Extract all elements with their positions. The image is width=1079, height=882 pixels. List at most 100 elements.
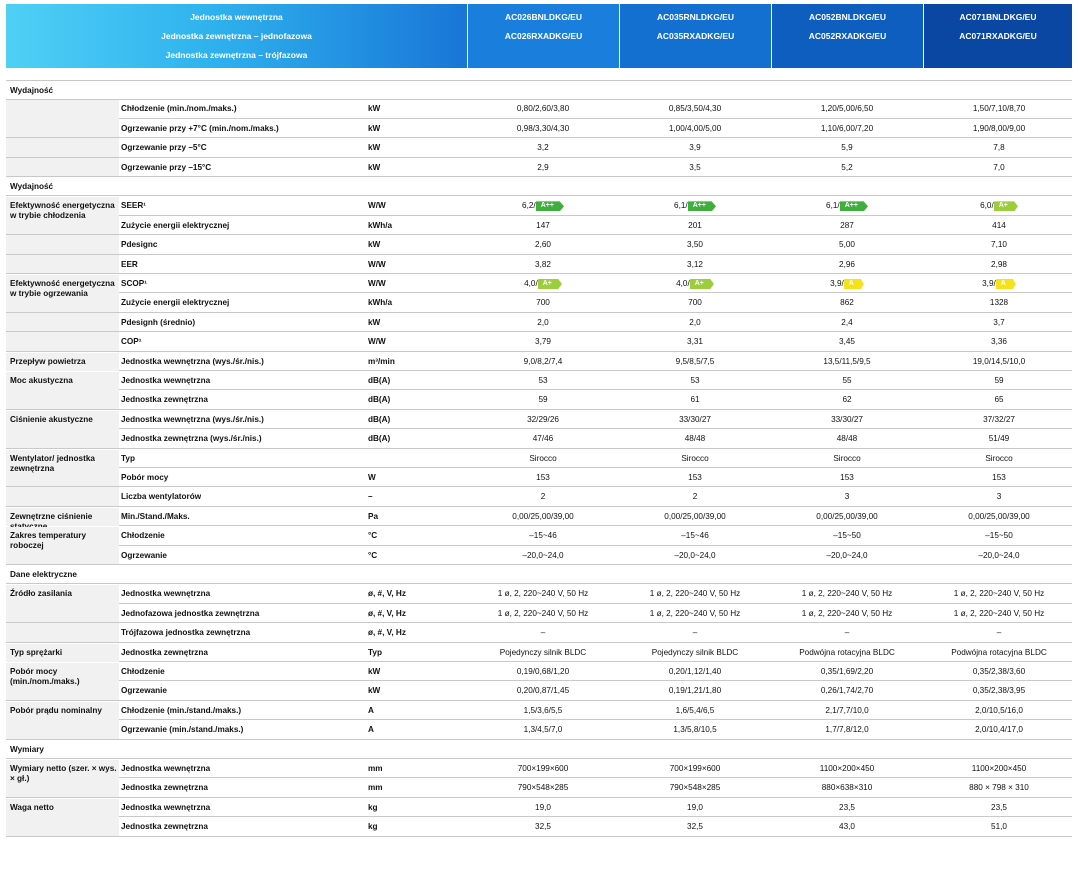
cell-value: 1100×200×450: [771, 764, 923, 773]
value-text: 61: [690, 395, 700, 405]
unit-label: °C: [368, 550, 378, 560]
cell-value: 0,00/25,00/39,00: [923, 512, 1075, 521]
value-text: 9,5/8,5/7,5: [675, 356, 715, 366]
cell-value: Pojedynczy silnik BLDC: [467, 648, 619, 657]
header-model-col: AC052BNLDKG/EU AC052RXADKG/EU: [772, 4, 923, 68]
cell-value: 48/48: [619, 434, 771, 443]
energy-class-badge: A: [843, 279, 864, 289]
param-label: Chłodzenie: [121, 531, 165, 541]
cell-value: 32/29/26: [467, 415, 619, 424]
row-group: Zakres temperatury roboczej: [6, 527, 119, 565]
cell-value: 153: [771, 473, 923, 482]
unit-label: kg: [368, 822, 378, 832]
energy-class-badge: A: [995, 279, 1016, 289]
value-text: Sirocco: [985, 453, 1013, 463]
value-text: 3: [844, 492, 850, 502]
value-text: 3,12: [687, 259, 703, 269]
energy-class-badge: A++: [839, 201, 868, 212]
value-text: 0,98/3,30/4,30: [516, 123, 570, 133]
value-text: 0,80/2,60/3,80: [516, 104, 570, 114]
model-code: AC052RXADKG/EU: [808, 31, 887, 41]
value-text: 1,10/6,00/7,20: [820, 123, 874, 133]
unit-label: kW: [368, 240, 381, 250]
model-code: AC026BNLDKG/EU: [505, 12, 582, 22]
group-label: Efektywność energetyczna w trybie ogrzew…: [10, 279, 115, 298]
table-row: Chłodzenie (min./stand./maks.) A 1,5/3,6/5…: [6, 701, 1072, 721]
value-text: 4,0/: [524, 279, 538, 289]
model-code: AC026RXADKG/EU: [504, 31, 583, 41]
value-text: 700: [536, 298, 550, 308]
model-code: AC052BNLDKG/EU: [809, 12, 886, 22]
cell-value: 19,0: [467, 803, 619, 812]
model-code: AC071BNLDKG/EU: [959, 12, 1037, 22]
header-outdoor-3ph-label: Jednostka zewnętrzna – trójfazowa: [165, 50, 308, 60]
table-row: EER W/W 3,82 3,12 2,96 2,98: [6, 255, 1072, 274]
value-text: 1,3/5,8/10,5: [673, 725, 717, 735]
value-text: 1,6/5,4/6,5: [675, 705, 715, 715]
value-text: 3,82: [535, 259, 551, 269]
param-label: Typ: [121, 453, 135, 463]
section-row: Wydajność: [6, 80, 1072, 101]
table-row: Pdesignh (średnio) kW 2,0 2,0 2,4 3,7: [6, 313, 1072, 333]
model-code: AC071RXADKG/EU: [959, 31, 1037, 41]
cell-value: 3,12: [619, 260, 771, 269]
value-text: 3,79: [535, 337, 551, 347]
value-text: 3: [996, 492, 1002, 502]
cell-value: 0,20/1,12/1,40: [619, 667, 771, 676]
value-text: 700: [688, 298, 702, 308]
value-text: 51,0: [991, 822, 1007, 832]
value-text: 1 ø, 2, 220~240 V, 50 Hz: [649, 608, 741, 618]
cell-value: 2,60: [467, 240, 619, 249]
unit-label: kWh/a: [368, 220, 393, 230]
value-text: 23,5: [991, 802, 1007, 812]
energy-class-badge: A+: [993, 201, 1018, 212]
param-label: Chłodzenie (min./stand./maks.): [121, 705, 242, 715]
value-text: –: [844, 628, 850, 638]
value-text: Pojedynczy silnik BLDC: [651, 647, 739, 657]
unit-label: W/W: [368, 259, 386, 269]
value-text: 2: [692, 492, 698, 502]
value-text: 3,5: [689, 162, 701, 172]
value-text: Sirocco: [681, 453, 709, 463]
param-label: Jednostka wewnętrzna: [121, 376, 211, 385]
value-text: 62: [842, 395, 852, 405]
value-text: 3,9/: [982, 279, 996, 289]
cell-value: 3,31: [619, 337, 771, 346]
param-label: Pobór mocy: [121, 473, 169, 482]
value-text: 153: [688, 473, 702, 482]
table-row: Ogrzewanie kW 0,20/0,87/1,45 0,19/1,21/1,80…: [6, 681, 1072, 701]
cell-value: 700: [619, 298, 771, 307]
cell-value: 2,0/10,4/17,0: [923, 725, 1075, 734]
value-text: 1,50/7,10/8,70: [972, 104, 1026, 114]
param-label: EER: [121, 259, 138, 269]
row-group: Efektywność energetyczna w trybie chłodz…: [6, 197, 119, 274]
cell-value: 6,1/A++: [771, 201, 923, 212]
value-text: 6,1/: [674, 201, 688, 211]
unit-label: kW: [368, 667, 381, 676]
cell-value: 2,0: [467, 318, 619, 327]
cell-value: 147: [467, 221, 619, 230]
value-text: 65: [994, 395, 1004, 405]
section-title: Wydajność: [10, 86, 54, 95]
value-text: –20,0~24,0: [826, 550, 868, 560]
value-text: 1100×200×450: [819, 764, 875, 773]
cell-value: 32,5: [619, 822, 771, 831]
section-row: Dane elektryczne: [6, 565, 1072, 585]
cell-value: 1,50/7,10/8,70: [923, 104, 1075, 113]
param-label: Pdesignc: [121, 240, 158, 250]
cell-value: 1328: [923, 298, 1075, 307]
cell-value: 9,0/8,2/7,4: [467, 357, 619, 366]
value-text: 0,20/1,12/1,40: [668, 667, 722, 676]
value-text: 414: [992, 220, 1006, 230]
value-text: 33/30/27: [831, 414, 863, 424]
cell-value: 201: [619, 221, 771, 230]
model-code: AC035RNLDKG/EU: [657, 12, 734, 22]
param-label: Jednostka zewnętrzna: [121, 647, 208, 657]
param-label: Ogrzewanie: [121, 550, 167, 560]
cell-value: Sirocco: [923, 454, 1075, 463]
cell-value: 0,98/3,30/4,30: [467, 124, 619, 133]
value-text: –15~50: [985, 531, 1013, 541]
unit-label: dB(A): [368, 376, 391, 385]
unit-label: m³/min: [368, 356, 395, 366]
row-group: Pobór prądu nominalny: [6, 701, 119, 740]
